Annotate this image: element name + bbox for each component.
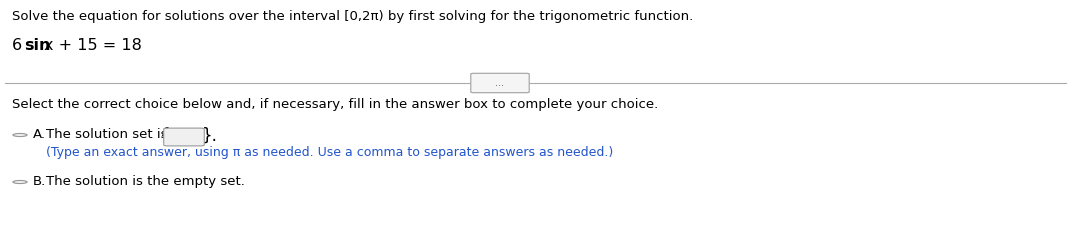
Text: }.: }. [202,127,217,145]
Text: B.: B. [33,175,46,188]
Text: ...: ... [496,78,504,88]
Text: The solution set is: The solution set is [46,128,171,141]
Text: The solution is the empty set.: The solution is the empty set. [46,175,245,188]
Text: 6: 6 [12,38,27,53]
Text: Select the correct choice below and, if necessary, fill in the answer box to com: Select the correct choice below and, if … [12,98,659,111]
Text: Solve the equation for solutions over the interval [0,2π) by first solving for t: Solve the equation for solutions over th… [12,10,693,23]
Text: A.: A. [33,128,46,141]
Text: sin: sin [24,38,50,53]
Text: x + 15 = 18: x + 15 = 18 [44,38,141,53]
Text: {: { [160,127,170,145]
Text: (Type an exact answer, using π as needed. Use a comma to separate answers as nee: (Type an exact answer, using π as needed… [46,146,614,159]
